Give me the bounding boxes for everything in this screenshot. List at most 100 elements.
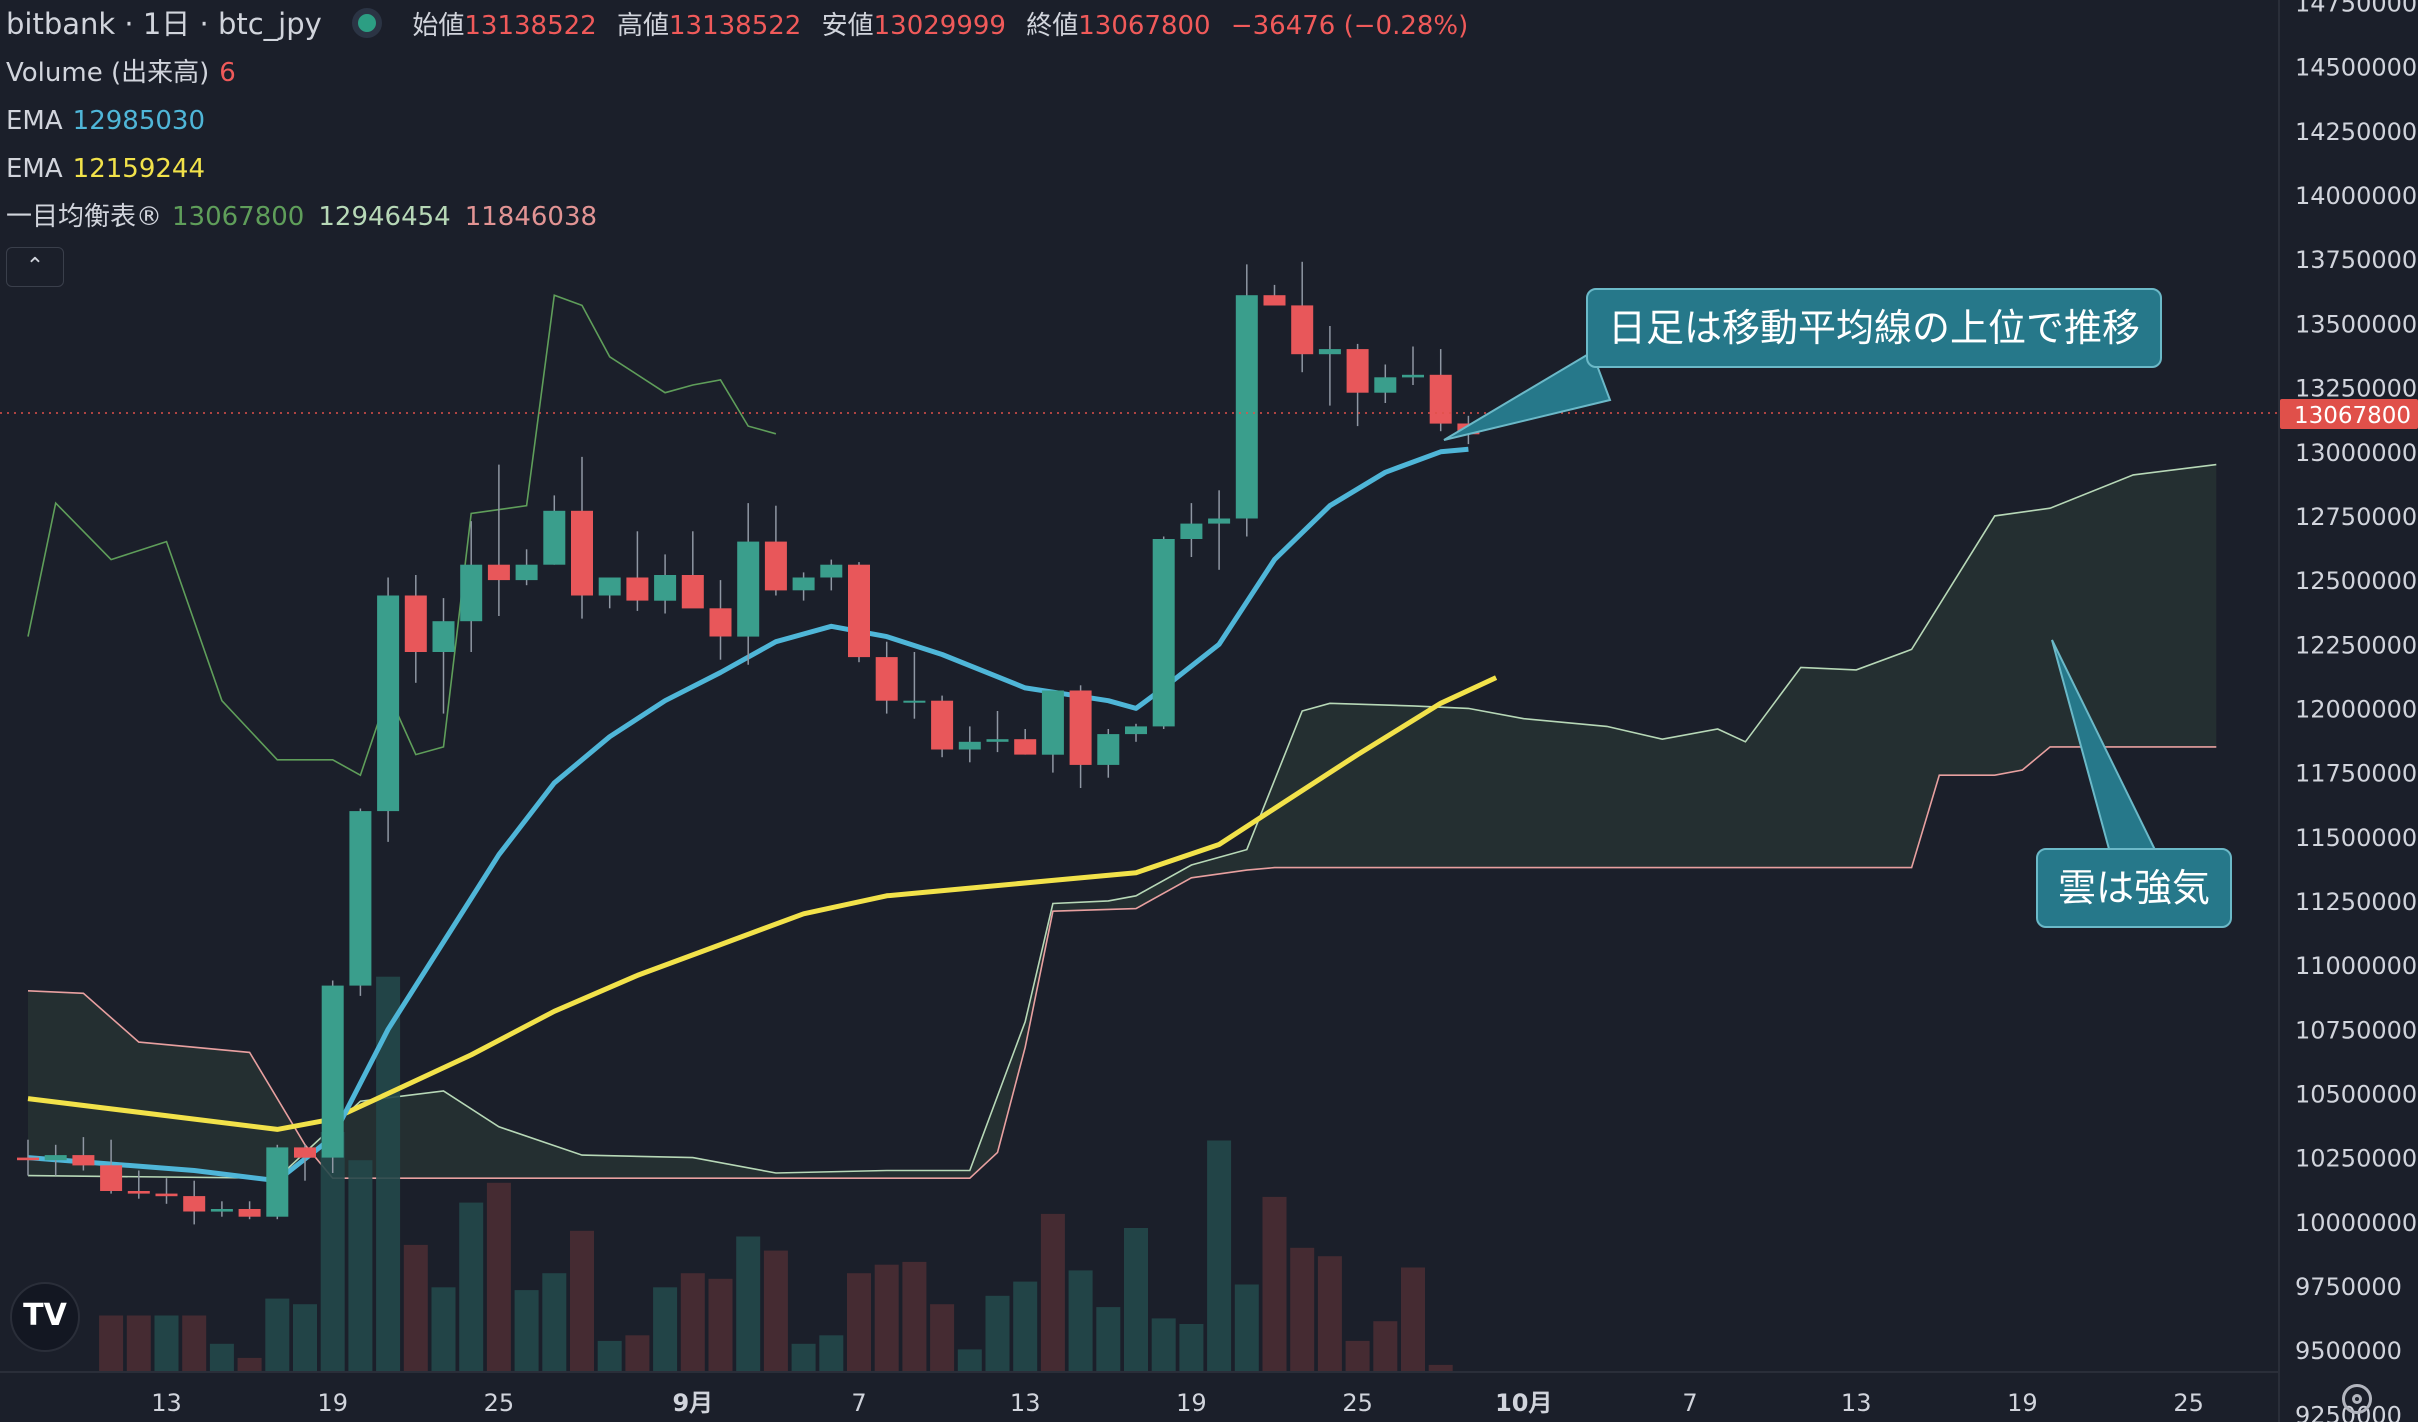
current-price-tag: 13067800	[2280, 399, 2418, 429]
volume-bar	[791, 1343, 816, 1372]
volume-bar	[930, 1304, 955, 1372]
ema2-legend[interactable]: EMA 12159244	[6, 152, 205, 186]
close-label: 終値	[1026, 11, 1079, 41]
volume-bar	[1373, 1321, 1398, 1372]
volume-bar	[1290, 1247, 1315, 1372]
volume-bar	[209, 1343, 234, 1372]
candle	[17, 1139, 39, 1176]
candle	[598, 577, 621, 609]
time-tick-label: 9月	[672, 1389, 713, 1417]
price-tick-label: 12500000	[2295, 567, 2417, 595]
volume-label: Volume (出来高)	[6, 58, 210, 88]
volume-bar	[819, 1335, 844, 1372]
price-tick-label: 14500000	[2295, 54, 2417, 82]
candle	[72, 1137, 95, 1171]
high-label: 高値	[616, 11, 669, 41]
price-tick-label: 12250000	[2295, 631, 2417, 659]
tradingview-logo[interactable]: TV	[10, 1282, 80, 1352]
ema1-legend[interactable]: EMA 12985030	[6, 104, 205, 138]
candle-body	[1291, 305, 1314, 355]
candle-body	[543, 510, 566, 565]
collapse-legend-button[interactable]: ⌃	[6, 247, 64, 287]
ichimoku-value-1: 13067800	[172, 202, 305, 232]
candle-body	[377, 595, 400, 812]
settings-icon[interactable]	[2342, 1384, 2372, 1414]
candle	[986, 711, 1009, 753]
candle	[210, 1201, 233, 1217]
price-tick-label: 9500000	[2295, 1337, 2402, 1365]
volume-bar	[625, 1335, 650, 1372]
price-tick-label: 14750000	[2295, 0, 2417, 18]
candle-body	[709, 608, 732, 637]
candle	[543, 495, 566, 565]
ichimoku-value-3: 11846038	[464, 202, 598, 232]
candle	[820, 559, 843, 591]
ema-slow-line	[27, 675, 1498, 1132]
volume-bar	[653, 1287, 678, 1372]
price-tick-label: 12000000	[2295, 695, 2417, 723]
volume-legend[interactable]: Volume (出来高) 6	[6, 56, 236, 90]
candle	[848, 562, 870, 663]
volume-bar	[1262, 1196, 1287, 1372]
candle-body	[571, 510, 593, 596]
candle	[1263, 284, 1286, 306]
candle-body	[1152, 539, 1175, 727]
leading-span-a-line	[27, 463, 2217, 1180]
candle-body	[875, 657, 898, 701]
candle-body	[515, 564, 538, 581]
candle	[1152, 536, 1175, 729]
time-tick-label: 10月	[1495, 1389, 1552, 1417]
time-axis[interactable]: 13 19 25 9月 7 13 19 25 10月 7 13 19 25	[151, 1389, 2204, 1417]
price-tick-label: 9750000	[2295, 1273, 2402, 1301]
price-tick-label: 10500000	[2295, 1081, 2417, 1109]
price-tick-label: 11500000	[2295, 824, 2417, 852]
candle	[1041, 690, 1064, 773]
candle-body	[460, 564, 483, 622]
current-price-tag-bg	[2280, 399, 2418, 429]
volume-bar	[348, 1160, 373, 1372]
candle-body	[294, 1147, 316, 1158]
volume-bar	[486, 1182, 511, 1372]
volume-bar	[957, 1349, 982, 1372]
price-tick-label: 14250000	[2295, 118, 2417, 146]
volume-bar	[1317, 1256, 1342, 1372]
volume-bar	[1345, 1340, 1370, 1372]
volume-bar	[597, 1340, 622, 1372]
ema-fast-line	[27, 446, 1469, 1184]
candle-body	[155, 1193, 178, 1197]
candle	[1180, 503, 1203, 557]
candle	[321, 980, 344, 1173]
candle	[792, 572, 815, 601]
time-tick-label: 25	[484, 1389, 515, 1417]
candle	[432, 598, 455, 714]
candle	[404, 575, 427, 683]
price-axis[interactable]: 9250000950000097500001000000010250000105…	[2295, 0, 2417, 1422]
candle-body	[820, 564, 843, 578]
volume-bar	[708, 1278, 733, 1372]
symbol-title[interactable]: bitbank · 1日 · btc_jpy	[6, 7, 322, 41]
time-tick-label: 7	[1682, 1389, 1697, 1417]
candle	[681, 531, 704, 609]
ema2-label: EMA	[6, 154, 63, 184]
candle-body	[681, 575, 704, 609]
candle-body	[1318, 349, 1341, 355]
volume-bar	[1124, 1228, 1148, 1372]
volume-bar	[182, 1315, 207, 1372]
candle	[1402, 346, 1424, 385]
candle	[515, 549, 538, 586]
time-tick-label: 25	[2173, 1389, 2204, 1417]
candle-body	[931, 700, 954, 750]
candle-body	[1263, 295, 1286, 306]
candle-body	[100, 1165, 123, 1191]
low-label: 安値	[821, 11, 874, 41]
candle-body	[1041, 690, 1064, 755]
volume-bar	[847, 1273, 871, 1372]
chevron-up-icon: ⌃	[25, 254, 45, 279]
candle-body	[17, 1157, 39, 1161]
candle	[1014, 729, 1037, 755]
candle-body	[1125, 726, 1147, 735]
ichimoku-legend[interactable]: 一目均衡表® 13067800 12946454 11846038	[6, 200, 597, 234]
candle	[1069, 685, 1092, 788]
time-tick-label: 13	[1010, 1389, 1041, 1417]
